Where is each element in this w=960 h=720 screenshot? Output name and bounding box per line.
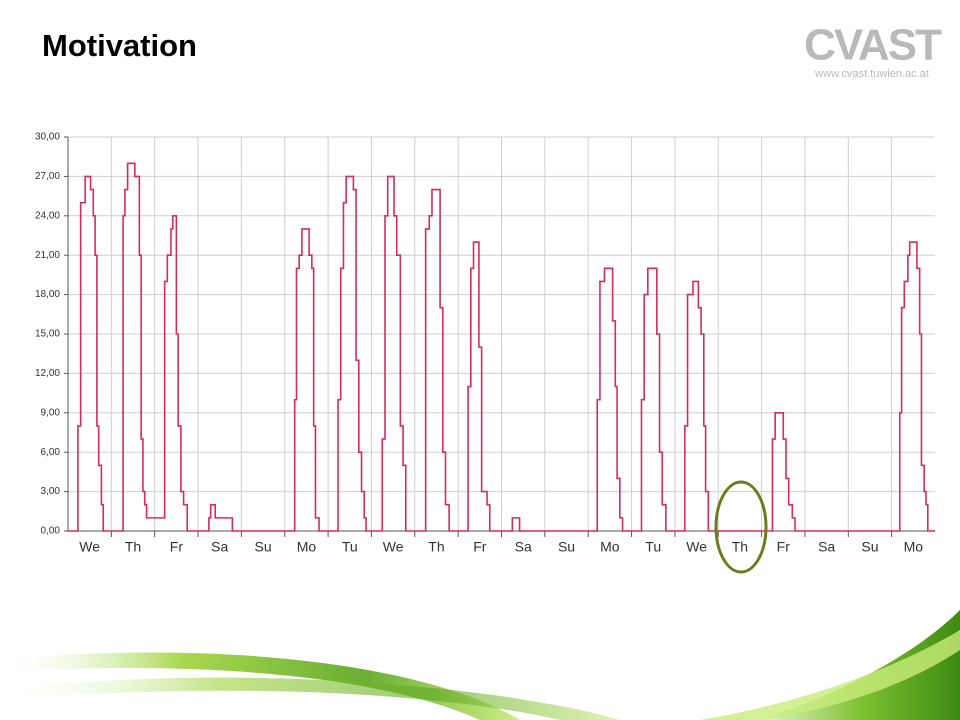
y-tick-label: 0,00 bbox=[41, 526, 61, 537]
chart: 0,00 3,00 6,00 9,00 12,00 15,00 18,00 21,00 24,0… bbox=[35, 132, 935, 555]
x-tick-label: Mo bbox=[297, 539, 317, 555]
x-tick-label: Fr bbox=[777, 539, 791, 555]
x-tick-label: Tu bbox=[342, 539, 358, 555]
y-tick-label: 15,00 bbox=[35, 329, 60, 340]
y-tick-label: 24,00 bbox=[35, 210, 60, 221]
y-tick-label: 18,00 bbox=[35, 289, 60, 300]
x-tick-label: Fr bbox=[473, 539, 487, 555]
x-tick-label: Th bbox=[125, 539, 141, 555]
x-tick-label: Th bbox=[732, 539, 748, 555]
y-tick-label: 3,00 bbox=[41, 486, 61, 497]
swoosh bbox=[700, 630, 960, 720]
swoosh bbox=[760, 610, 960, 720]
x-tick-label: Su bbox=[861, 539, 878, 555]
y-tick-label: 21,00 bbox=[35, 250, 60, 261]
logo-url: www.cvast.tuwien.ac.at bbox=[814, 68, 929, 80]
x-tick-label: Mo bbox=[600, 539, 620, 555]
decoration-swoosh bbox=[0, 610, 960, 720]
x-tick-label: Sa bbox=[818, 539, 835, 555]
x-tick-label: Mo bbox=[904, 539, 924, 555]
y-tick-label: 6,00 bbox=[41, 447, 61, 458]
x-tick-label: Th bbox=[428, 539, 444, 555]
highlight-ellipse bbox=[714, 480, 768, 574]
x-tick-label: Tu bbox=[645, 539, 661, 555]
y-tick-label: 12,00 bbox=[35, 368, 60, 379]
y-tick-label: 30,00 bbox=[35, 132, 60, 143]
swoosh bbox=[0, 677, 620, 720]
slide-title: Motivation bbox=[42, 28, 197, 63]
x-tick-label: Su bbox=[558, 539, 575, 555]
y-tick-label: 9,00 bbox=[41, 407, 61, 418]
data-line bbox=[68, 162, 935, 532]
y-tick-label: 27,00 bbox=[35, 171, 60, 182]
swoosh bbox=[0, 652, 520, 720]
logo: CVAST bbox=[804, 21, 942, 70]
x-tick-label: We bbox=[79, 539, 100, 555]
x-tick-label: Fr bbox=[170, 539, 184, 555]
x-tick-label: Sa bbox=[515, 539, 532, 555]
x-tick-label: We bbox=[383, 539, 404, 555]
x-tick-label: We bbox=[686, 539, 707, 555]
x-tick-label: Su bbox=[255, 539, 272, 555]
x-tick-label: Sa bbox=[211, 539, 228, 555]
